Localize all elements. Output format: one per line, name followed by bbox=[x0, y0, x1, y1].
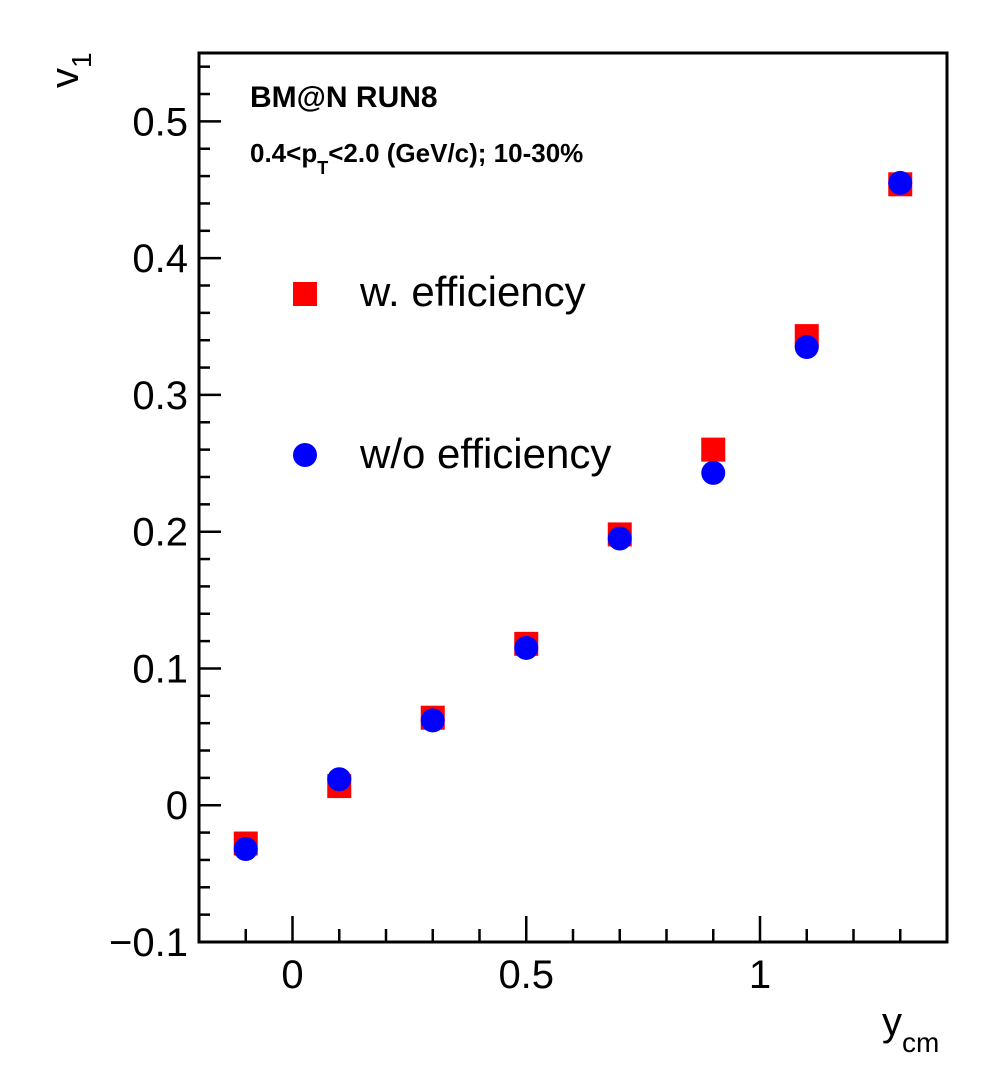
legend: w. efficiency w/o efficiency bbox=[293, 268, 611, 477]
y-axis-title-main: v bbox=[43, 68, 87, 88]
cuts-label: 0.4<pT<2.0 (GeV/c); 10-30% bbox=[250, 138, 583, 178]
data-point-circle bbox=[420, 708, 445, 733]
data-points bbox=[233, 170, 913, 861]
x-tick-label: 0 bbox=[281, 953, 303, 997]
cuts-label-sub: T bbox=[317, 158, 328, 178]
cuts-label-post: <2.0 (GeV/c); 10-30% bbox=[328, 138, 583, 168]
y-tick-label: 0.5 bbox=[132, 100, 188, 144]
legend-marker-wo-efficiency bbox=[293, 443, 317, 467]
legend-label-wo-efficiency: w/o efficiency bbox=[359, 430, 611, 477]
y-axis-title-sub: 1 bbox=[66, 52, 97, 68]
legend-label-w-efficiency: w. efficiency bbox=[359, 268, 586, 315]
data-point-circle bbox=[327, 767, 352, 792]
x-axis-title-sub: cm bbox=[902, 1027, 939, 1058]
data-point-circle bbox=[701, 460, 726, 485]
y-tick-label: 0.4 bbox=[132, 237, 188, 281]
tick-labels: 0 0.5 1 −0.1 0 0.1 0.2 0.3 0.4 0.5 bbox=[109, 100, 771, 997]
cuts-label-pre: 0.4<p bbox=[250, 138, 317, 168]
data-point-square bbox=[701, 437, 726, 462]
y-tick-label: 0.3 bbox=[132, 374, 188, 418]
data-point-circle bbox=[794, 335, 819, 360]
x-tick-label: 1 bbox=[749, 953, 771, 997]
y-tick-label: 0.1 bbox=[132, 647, 188, 691]
data-point-circle bbox=[514, 635, 539, 660]
y-axis-title: v1 bbox=[43, 52, 97, 88]
legend-marker-w-efficiency bbox=[293, 282, 317, 306]
y-tick-label: 0 bbox=[166, 784, 188, 828]
data-point-circle bbox=[607, 526, 632, 551]
y-tick-label: 0.2 bbox=[132, 511, 188, 555]
x-axis-title-main: y bbox=[882, 1000, 902, 1044]
x-axis-title: ycm bbox=[882, 1000, 939, 1058]
axis-ticks bbox=[199, 65, 902, 942]
x-tick-label: 0.5 bbox=[498, 953, 554, 997]
y-tick-label: −0.1 bbox=[109, 921, 188, 965]
data-point-circle bbox=[233, 836, 258, 861]
data-point-circle bbox=[888, 170, 913, 195]
experiment-label: BM@N RUN8 bbox=[250, 81, 438, 114]
